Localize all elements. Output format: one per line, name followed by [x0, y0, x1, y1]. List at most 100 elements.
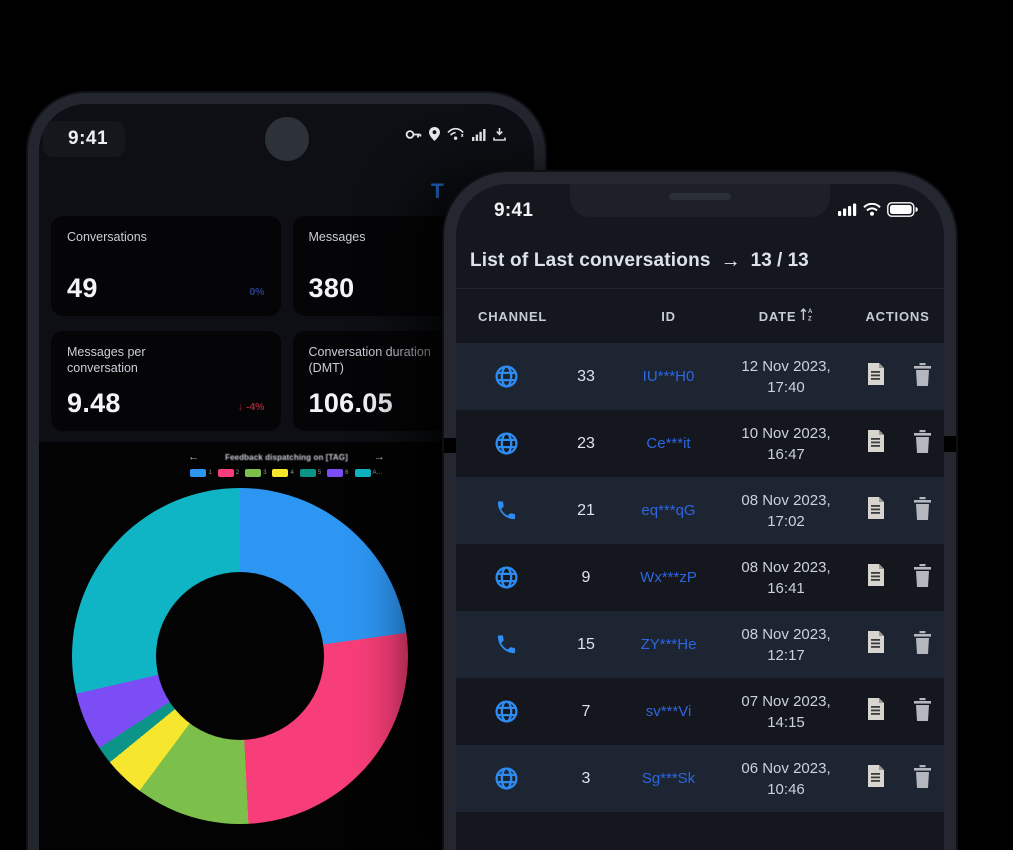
row-id-link[interactable]: Wx***zP: [640, 569, 697, 586]
legend-label: A…: [372, 470, 383, 476]
status-time: 9:41: [68, 128, 109, 149]
delete-button[interactable]: [901, 362, 944, 391]
arrow-right-icon: →: [720, 250, 741, 272]
dashboard-header: T: [39, 178, 534, 212]
trash-icon: [912, 496, 933, 525]
table-row: 33 IU***H0 12 Nov 2023, 17:40: [456, 343, 944, 410]
legend-item[interactable]: 4: [272, 469, 294, 477]
time-pill: [43, 121, 125, 157]
header-id: ID: [661, 308, 676, 324]
document-icon: [865, 697, 887, 726]
legend-item[interactable]: A…: [354, 469, 383, 477]
view-document-button[interactable]: [851, 630, 901, 659]
legend-label: 4: [290, 470, 294, 476]
legend-swatch: [354, 469, 371, 477]
camera-punch-hole: [265, 117, 309, 161]
globe-icon: [456, 699, 556, 724]
legend-item[interactable]: 1: [190, 469, 212, 477]
delete-button[interactable]: [901, 429, 944, 458]
row-count: 23: [577, 434, 595, 452]
row-date: 08 Nov 2023, 17:02: [741, 491, 831, 530]
row-count: 9: [581, 568, 591, 586]
view-document-button[interactable]: [851, 429, 901, 458]
globe-icon: [456, 565, 556, 590]
speaker-slot: [669, 193, 731, 200]
table-row: 7 sv***Vi 07 Nov 2023, 14:15: [456, 678, 944, 745]
stat-trend-badge: ↓ -4%: [237, 401, 265, 413]
row-date: 06 Nov 2023, 10:46: [741, 759, 831, 798]
delete-button[interactable]: [901, 630, 944, 659]
list-header: List of Last conversations → 13 / 13: [456, 250, 944, 272]
stat-card-label: Conversation duration (DMT): [308, 345, 431, 375]
trash-icon: [912, 429, 933, 458]
legend-label: 5: [317, 470, 322, 476]
table-row: 15 ZY***He 08 Nov 2023, 12:17: [456, 611, 944, 678]
stat-trend-badge: 0%: [249, 286, 265, 298]
table-body: 33 IU***H0 12 Nov 2023, 17:40 23 Ce***it 10 No…: [456, 343, 944, 812]
delete-button[interactable]: [901, 496, 944, 525]
header-actions: ACTIONS: [865, 308, 930, 324]
legend-item[interactable]: 2: [217, 469, 239, 477]
stat-card: Messages per conversation 9.48 ↓ -4%: [51, 331, 281, 431]
chart-prev-arrow[interactable]: ←: [188, 451, 200, 463]
location-icon: [429, 127, 440, 141]
globe-icon: [456, 431, 556, 456]
document-icon: [865, 563, 887, 592]
battery-icon: [887, 202, 918, 222]
chart-title: Feedback dispatching on [TAG]: [225, 452, 348, 462]
row-id-link[interactable]: Ce***it: [646, 435, 691, 452]
row-count: 33: [577, 367, 595, 385]
side-button-right: [942, 436, 956, 452]
stat-card-value: 380: [308, 273, 355, 303]
iphone-mockup: 9:41 List of Last conversations → 13 / 1…: [444, 172, 956, 850]
trash-icon: [912, 630, 933, 659]
download-icon: [493, 127, 506, 141]
legend-item[interactable]: 3: [245, 469, 266, 477]
chart-legend: 1 2 3 4 5 6 A…: [39, 469, 534, 477]
row-date: 10 Nov 2023, 16:47: [741, 424, 831, 463]
row-id-link[interactable]: eq***qG: [641, 502, 696, 519]
table-row: 23 Ce***it 10 Nov 2023, 16:47: [456, 410, 944, 477]
wifi-calling-icon: [447, 127, 465, 141]
view-document-button[interactable]: [851, 697, 901, 726]
legend-label: 6: [345, 470, 349, 476]
trash-icon: [912, 764, 933, 793]
chart-next-arrow[interactable]: →: [373, 451, 385, 463]
side-button-left: [444, 438, 458, 453]
phone-icon: [456, 499, 556, 522]
view-document-button[interactable]: [851, 362, 901, 391]
legend-swatch: [217, 469, 234, 477]
view-document-button[interactable]: [851, 764, 901, 793]
delete-button[interactable]: [901, 697, 944, 726]
row-id-link[interactable]: Sg***Sk: [641, 770, 696, 787]
trash-icon: [912, 362, 933, 391]
document-icon: [865, 630, 887, 659]
document-icon: [865, 362, 887, 391]
list-count: 13 / 13: [750, 250, 809, 271]
view-document-button[interactable]: [851, 563, 901, 592]
stat-card: Conversations 49 0%: [51, 216, 281, 316]
row-id-link[interactable]: ZY***He: [640, 636, 697, 653]
stat-card-value: 9.48: [67, 388, 121, 418]
stat-card-value: 106.05: [308, 388, 393, 418]
signal-icon: [472, 128, 486, 141]
header-channel: CHANNEL: [478, 308, 548, 324]
delete-button[interactable]: [901, 764, 944, 793]
row-id-link[interactable]: IU***H0: [642, 368, 695, 385]
legend-item[interactable]: 5: [299, 469, 322, 477]
row-id-link[interactable]: sv***Vi: [645, 703, 692, 720]
android-status-bar: 9:41: [39, 104, 534, 162]
stat-card-label: Messages: [308, 230, 366, 244]
stat-card-label: Conversations: [67, 230, 147, 244]
row-date: 07 Nov 2023, 14:15: [741, 692, 831, 731]
legend-label: 3: [263, 470, 267, 476]
delete-button[interactable]: [901, 563, 944, 592]
donut-chart-wrap: [72, 488, 408, 824]
document-icon: [865, 429, 887, 458]
view-document-button[interactable]: [851, 496, 901, 525]
legend-item[interactable]: 6: [327, 469, 349, 477]
